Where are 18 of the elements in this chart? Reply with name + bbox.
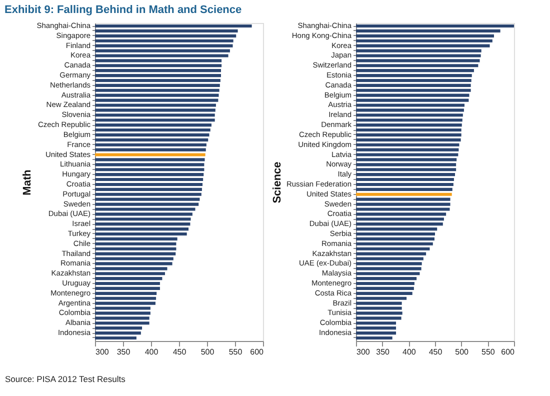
- x-tick-label: 450: [172, 348, 187, 356]
- x-tick-label: 400: [402, 348, 416, 356]
- x-tick-label: 550: [481, 348, 496, 356]
- x-tick-label: 600: [250, 348, 264, 356]
- y-axis-title: Math: [22, 169, 34, 196]
- x-tick-label: 500: [455, 348, 470, 356]
- x-tick-label: 500: [200, 348, 215, 356]
- y-axis-title: Science: [271, 162, 284, 204]
- x-tick-label: 450: [428, 348, 443, 356]
- x-tick-label: 350: [116, 348, 131, 356]
- x-tick-label: 300: [356, 348, 370, 356]
- x-tick-label: 400: [144, 348, 159, 356]
- source-note: Source: PISA 2012 Test Results: [5, 374, 126, 384]
- x-tick-label: 300: [96, 348, 110, 356]
- chart-title: Exhibit 9: Falling Behind in Math and Science: [4, 4, 242, 16]
- x-tick-label: 350: [376, 348, 390, 356]
- x-tick-label: 600: [501, 348, 516, 356]
- x-tick-label: 550: [228, 348, 243, 356]
